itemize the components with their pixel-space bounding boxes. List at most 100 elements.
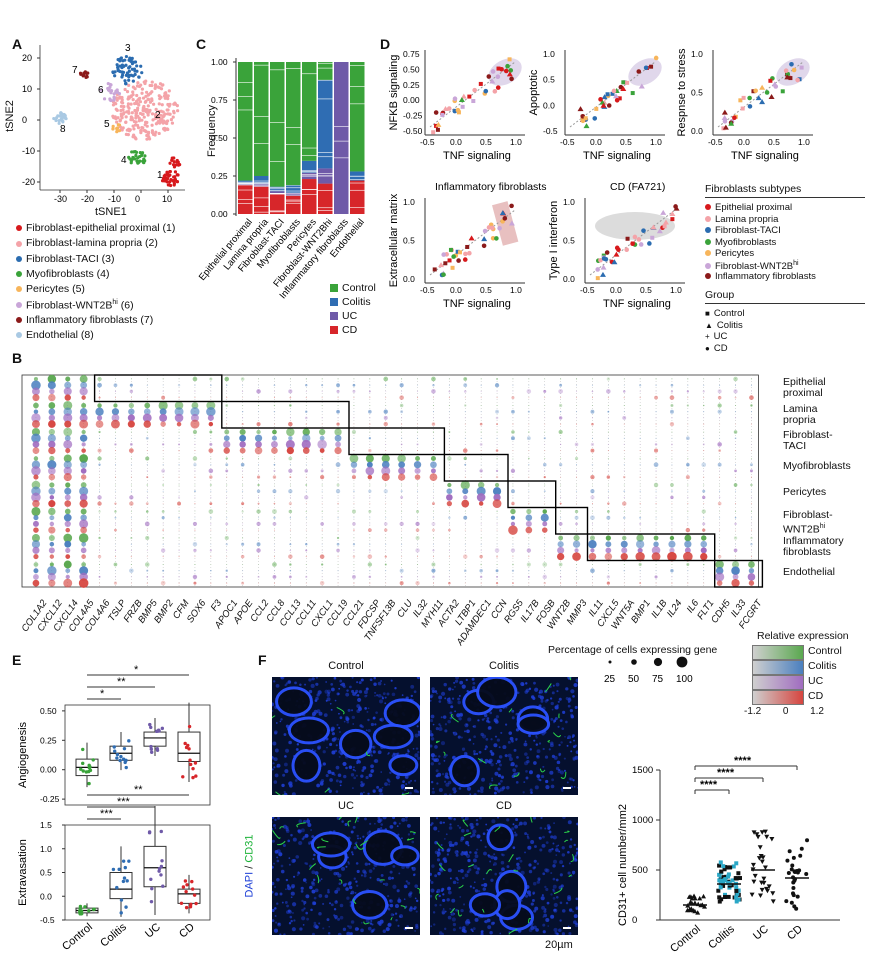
- expression-dot: [271, 447, 278, 454]
- nucleus: [493, 856, 498, 861]
- tsne-point: [157, 102, 161, 106]
- scatter-point: [741, 95, 746, 100]
- data-point: [692, 908, 698, 914]
- nucleus: [506, 865, 510, 869]
- expression-dot: [432, 490, 434, 492]
- nucleus: [312, 857, 315, 860]
- nucleus: [531, 899, 535, 902]
- tsne-point: [153, 83, 158, 87]
- expression-dot: [480, 549, 482, 551]
- expression-dot: [368, 390, 371, 393]
- nucleus: [291, 927, 296, 932]
- nucleus: [348, 925, 353, 929]
- expression-dot: [623, 582, 625, 584]
- expression-dot: [289, 563, 292, 566]
- nucleus: [382, 817, 387, 820]
- expression-dot: [719, 378, 721, 380]
- nucleus: [347, 925, 350, 928]
- expression-dot: [750, 417, 752, 419]
- expression-dot: [606, 515, 611, 520]
- expression-dot: [383, 409, 388, 414]
- tsne-point: [153, 86, 157, 90]
- expression-dot: [512, 464, 514, 466]
- y-tick-label: 1.0: [563, 197, 575, 207]
- tsne-point: [138, 96, 142, 100]
- expression-dot: [480, 476, 482, 478]
- expression-dot: [528, 490, 530, 492]
- expression-dot: [687, 570, 689, 572]
- data-point: [723, 892, 728, 897]
- tsne-point: [143, 129, 147, 133]
- nucleus: [409, 906, 413, 910]
- expression-dot: [31, 413, 41, 423]
- sample-point: [81, 747, 85, 752]
- nucleus: [441, 848, 445, 852]
- nucleus: [442, 893, 445, 896]
- expression-dot: [47, 566, 57, 576]
- nucleus: [308, 841, 312, 845]
- expression-dot: [178, 476, 180, 478]
- expression-dot: [336, 548, 340, 553]
- expression-dot: [194, 564, 196, 565]
- expression-dot: [750, 423, 752, 425]
- expression-dot: [47, 381, 56, 390]
- nucleus: [315, 677, 319, 679]
- nucleus: [558, 743, 561, 747]
- expression-dot: [653, 462, 659, 468]
- nucleus: [414, 884, 419, 888]
- nucleus: [313, 924, 318, 929]
- expression-dot: [480, 437, 482, 439]
- expression-dot: [480, 450, 482, 452]
- expression-dot: [63, 560, 72, 569]
- expression-dot: [273, 378, 275, 380]
- scatter-point: [624, 247, 629, 253]
- nucleus: [452, 787, 457, 792]
- tsne-point: [142, 80, 146, 84]
- data-point: [736, 871, 741, 876]
- nucleus: [476, 867, 481, 871]
- expression-dot: [480, 464, 482, 466]
- sample-point: [190, 879, 194, 884]
- nucleus: [367, 729, 371, 733]
- expression-dot: [417, 564, 419, 565]
- expression-dot: [528, 405, 530, 406]
- expression-dot: [671, 576, 673, 578]
- nucleus: [335, 790, 339, 793]
- highlight-region: [492, 201, 519, 246]
- nucleus: [577, 786, 578, 789]
- nucleus: [281, 901, 284, 904]
- sample-point: [155, 747, 159, 751]
- expression-dot: [639, 378, 641, 380]
- expression-dot: [684, 547, 691, 554]
- expression-dot: [749, 395, 754, 400]
- nucleus: [456, 881, 459, 884]
- expression-dot: [146, 576, 149, 578]
- expression-dot: [528, 423, 530, 425]
- expression-dot: [368, 489, 372, 493]
- nucleus: [300, 889, 304, 893]
- tsne-point: [146, 104, 150, 108]
- y-tick-label: -20: [22, 177, 35, 187]
- expression-dot: [178, 458, 180, 459]
- cd31-signal: [324, 788, 330, 793]
- expression-dot: [114, 431, 116, 433]
- expression-dot: [289, 476, 292, 479]
- sample-point: [115, 885, 119, 890]
- expression-dot: [352, 383, 356, 387]
- expression-dot: [750, 542, 753, 546]
- expression-dot: [194, 490, 196, 493]
- data-point: [689, 895, 695, 901]
- expression-dot: [639, 390, 641, 392]
- expression-dot: [417, 390, 419, 392]
- expression-dot: [258, 517, 260, 519]
- y-tick-label: -0.25: [40, 794, 60, 804]
- tsne-point: [108, 82, 112, 87]
- nucleus: [472, 833, 476, 837]
- nucleus: [545, 779, 549, 784]
- expression-dot: [576, 411, 578, 413]
- nucleus: [283, 792, 288, 795]
- expression-dot: [639, 450, 641, 452]
- nucleus: [283, 762, 288, 767]
- expression-dot: [702, 563, 705, 566]
- expression-dot: [321, 503, 323, 505]
